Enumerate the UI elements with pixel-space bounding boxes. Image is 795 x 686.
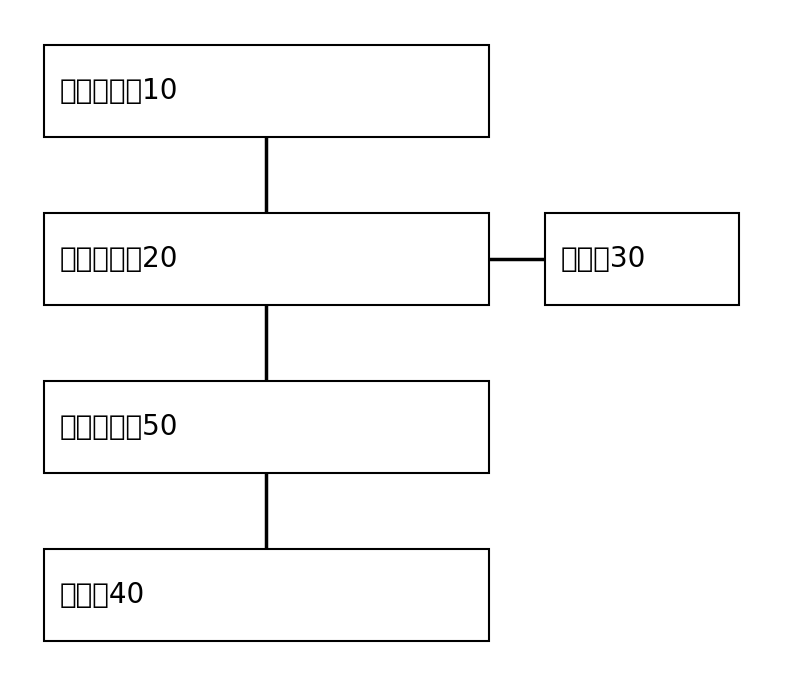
Text: 电源控制部20: 电源控制部20 <box>60 245 178 273</box>
Text: 驱动电源模50: 驱动电源模50 <box>60 413 178 441</box>
Text: 磁控的40: 磁控的40 <box>60 581 145 609</box>
Bar <box>545 213 739 305</box>
Bar <box>44 213 489 305</box>
Bar <box>44 549 489 641</box>
Bar <box>44 381 489 473</box>
Text: 操作部30: 操作部30 <box>560 245 646 273</box>
Text: 交流输入端10: 交流输入端10 <box>60 77 178 105</box>
Bar <box>44 45 489 137</box>
